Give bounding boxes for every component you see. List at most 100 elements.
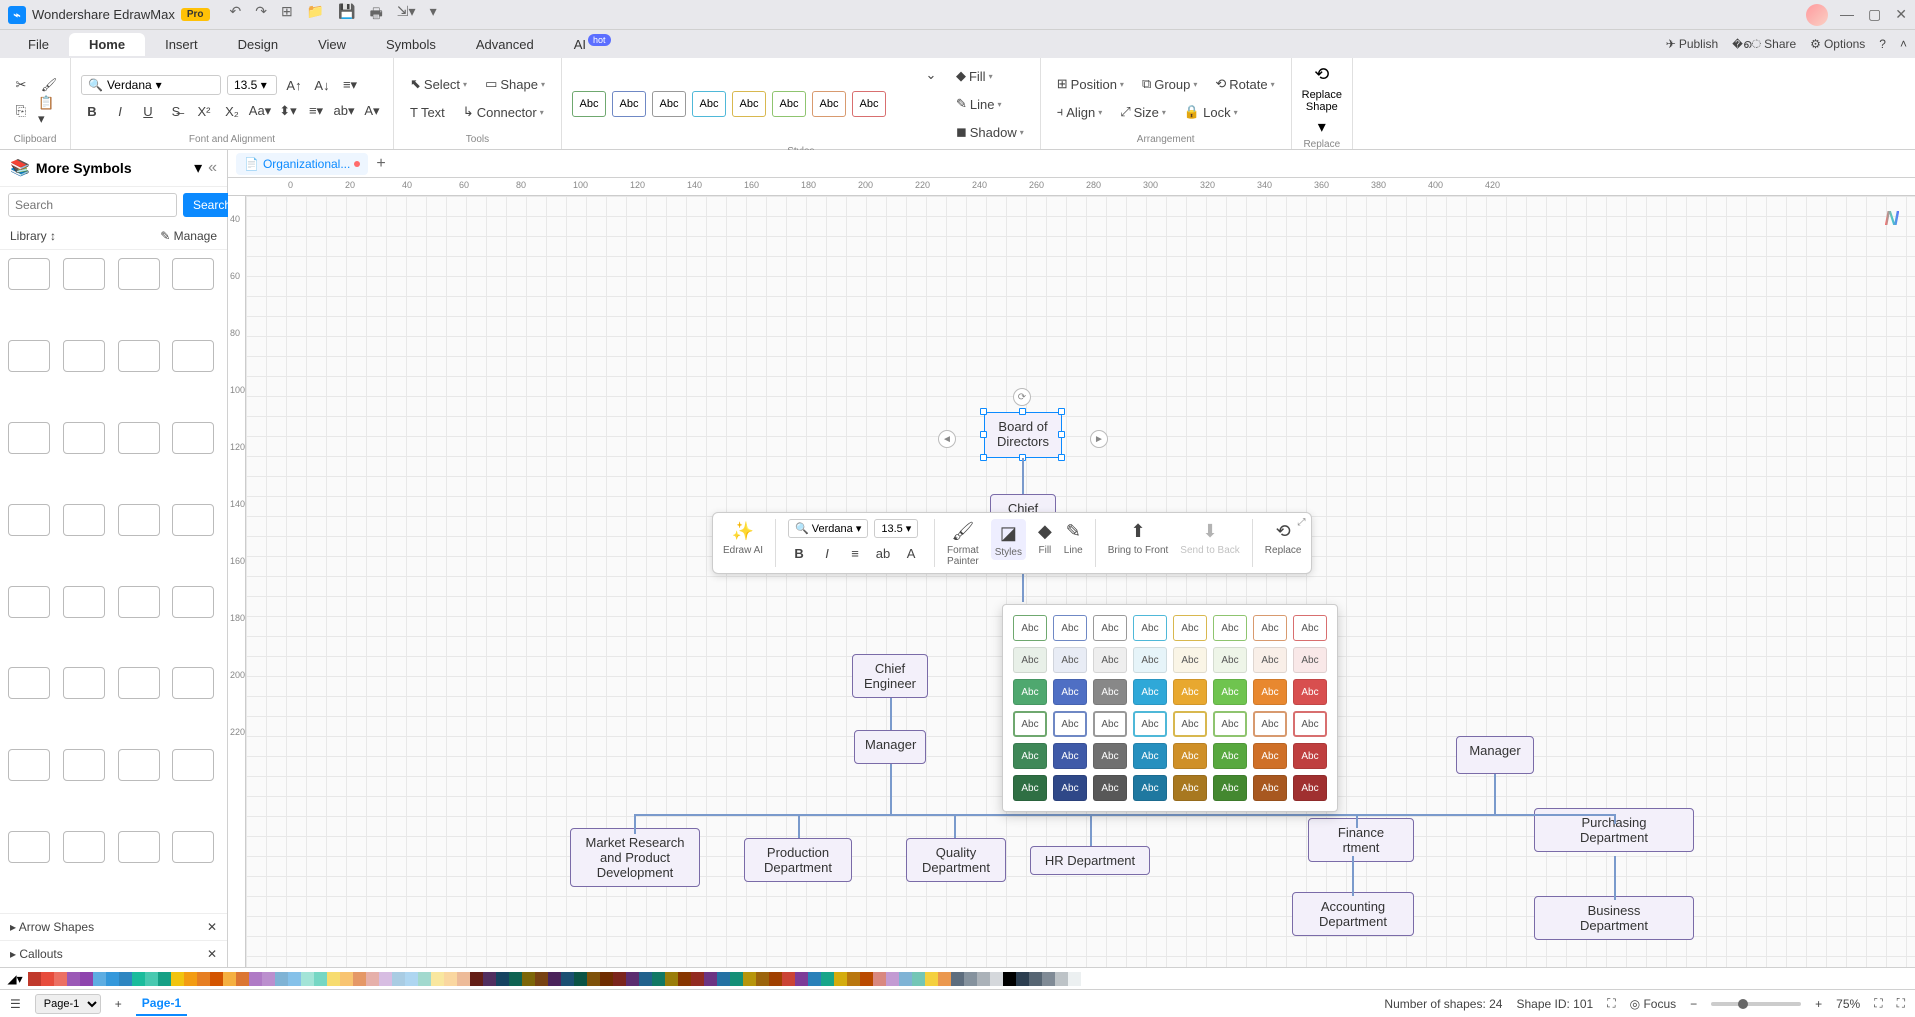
strike-icon[interactable]: S̶ <box>165 100 187 122</box>
case-icon[interactable]: Aa▾ <box>249 100 271 122</box>
style-swatch[interactable]: Abc <box>732 91 766 117</box>
color-well[interactable] <box>67 972 80 986</box>
color-well[interactable] <box>145 972 158 986</box>
style-option[interactable]: Abc <box>1173 775 1207 801</box>
style-option[interactable]: Abc <box>1293 775 1327 801</box>
style-option[interactable]: Abc <box>1133 711 1167 737</box>
color-well[interactable] <box>483 972 496 986</box>
styles-more-icon[interactable]: ⌄ <box>920 64 942 86</box>
color-well[interactable] <box>990 972 1003 986</box>
align-button[interactable]: ⫞ Align▾ <box>1051 100 1108 124</box>
style-option[interactable]: Abc <box>1053 775 1087 801</box>
size-button[interactable]: ⤢ Size▾ <box>1114 100 1172 124</box>
color-well[interactable] <box>717 972 730 986</box>
canvas[interactable]: N Board of DirectorsChiefChief EngineerM… <box>246 196 1915 967</box>
library-label[interactable]: Library ↕ <box>10 229 56 243</box>
grow-font-icon[interactable]: A↑ <box>283 74 305 96</box>
color-well[interactable] <box>353 972 366 986</box>
color-well[interactable] <box>418 972 431 986</box>
org-node-mgr1[interactable]: Manager <box>854 730 926 764</box>
color-well[interactable] <box>184 972 197 986</box>
style-option[interactable]: Abc <box>1013 743 1047 769</box>
color-well[interactable] <box>1029 972 1042 986</box>
collapse-panel-icon[interactable]: « <box>208 159 217 177</box>
qat-more-icon[interactable]: ▾ <box>430 3 437 27</box>
style-option[interactable]: Abc <box>1293 647 1327 673</box>
align-dropdown-icon[interactable]: ≡▾ <box>339 74 361 96</box>
style-swatch[interactable]: Abc <box>692 91 726 117</box>
style-option[interactable]: Abc <box>1173 711 1207 737</box>
zoom-in-icon[interactable]: + <box>1815 997 1822 1011</box>
new-icon[interactable]: ⊞ <box>281 3 293 27</box>
mini-size-select[interactable]: 13.5 ▾ <box>874 519 918 538</box>
outline-icon[interactable]: ☰ <box>10 997 21 1011</box>
color-well[interactable] <box>470 972 483 986</box>
mini-fill[interactable]: ◆Fill <box>1038 519 1052 556</box>
color-well[interactable] <box>158 972 171 986</box>
style-option[interactable]: Abc <box>1053 615 1087 641</box>
style-option[interactable]: Abc <box>1253 647 1287 673</box>
color-well[interactable] <box>236 972 249 986</box>
color-well[interactable] <box>821 972 834 986</box>
shape-thumbnail[interactable] <box>8 667 50 699</box>
color-well[interactable] <box>769 972 782 986</box>
tab-file[interactable]: File <box>8 33 69 56</box>
color-well[interactable] <box>197 972 210 986</box>
style-option[interactable]: Abc <box>1093 679 1127 705</box>
style-option[interactable]: Abc <box>1053 679 1087 705</box>
zoom-out-icon[interactable]: − <box>1690 997 1697 1011</box>
style-swatch[interactable]: Abc <box>652 91 686 117</box>
shape-thumbnail[interactable] <box>118 667 160 699</box>
style-option[interactable]: Abc <box>1013 775 1047 801</box>
shape-thumbnail[interactable] <box>8 831 50 863</box>
connect-hint-icon[interactable]: ► <box>1090 430 1108 448</box>
print-icon[interactable]: 🖶 <box>370 3 383 27</box>
color-well[interactable] <box>951 972 964 986</box>
style-option[interactable]: Abc <box>1133 743 1167 769</box>
color-well[interactable] <box>132 972 145 986</box>
mini-send-back[interactable]: ⬇Send to Back <box>1180 519 1239 556</box>
color-well[interactable] <box>808 972 821 986</box>
color-well[interactable] <box>54 972 67 986</box>
color-well[interactable] <box>574 972 587 986</box>
style-option[interactable]: Abc <box>1133 775 1167 801</box>
mini-align-icon[interactable]: ≡ <box>844 542 866 564</box>
options-button[interactable]: ⚙ Options <box>1810 37 1865 51</box>
text-tool[interactable]: T Text <box>404 101 451 124</box>
shape-thumbnail[interactable] <box>118 831 160 863</box>
org-node-board[interactable]: Board of Directors <box>984 412 1062 458</box>
color-well[interactable] <box>600 972 613 986</box>
color-well[interactable] <box>262 972 275 986</box>
org-node-hr[interactable]: HR Department <box>1030 846 1150 875</box>
color-well[interactable] <box>678 972 691 986</box>
shape-thumbnail[interactable] <box>8 749 50 781</box>
selection-handle[interactable] <box>1058 408 1065 415</box>
shape-thumbnail[interactable] <box>8 422 50 454</box>
style-option[interactable]: Abc <box>1173 743 1207 769</box>
color-well[interactable] <box>561 972 574 986</box>
edraw-ai-button[interactable]: ✨Edraw AI <box>723 519 763 556</box>
selection-handle[interactable] <box>980 431 987 438</box>
color-well[interactable] <box>366 972 379 986</box>
color-well[interactable] <box>171 972 184 986</box>
shape-thumbnail[interactable] <box>8 258 50 290</box>
color-well[interactable] <box>795 972 808 986</box>
replace-shape-icon[interactable]: ⟲ <box>1314 64 1329 85</box>
mini-italic-icon[interactable]: I <box>816 542 838 564</box>
shape-thumbnail[interactable] <box>63 422 105 454</box>
style-option[interactable]: Abc <box>1133 647 1167 673</box>
color-well[interactable] <box>106 972 119 986</box>
style-option[interactable]: Abc <box>1293 743 1327 769</box>
color-well[interactable] <box>652 972 665 986</box>
org-node-qual[interactable]: Quality Department <box>906 838 1006 882</box>
shape-thumbnail[interactable] <box>63 504 105 536</box>
style-swatch[interactable]: Abc <box>572 91 606 117</box>
style-option[interactable]: Abc <box>1213 615 1247 641</box>
style-option[interactable]: Abc <box>1053 711 1087 737</box>
color-well[interactable] <box>509 972 522 986</box>
style-option[interactable]: Abc <box>1253 679 1287 705</box>
color-well[interactable] <box>977 972 990 986</box>
color-well[interactable] <box>405 972 418 986</box>
mini-bring-front[interactable]: ⬆Bring to Front <box>1108 519 1169 556</box>
superscript-icon[interactable]: X² <box>193 100 215 122</box>
